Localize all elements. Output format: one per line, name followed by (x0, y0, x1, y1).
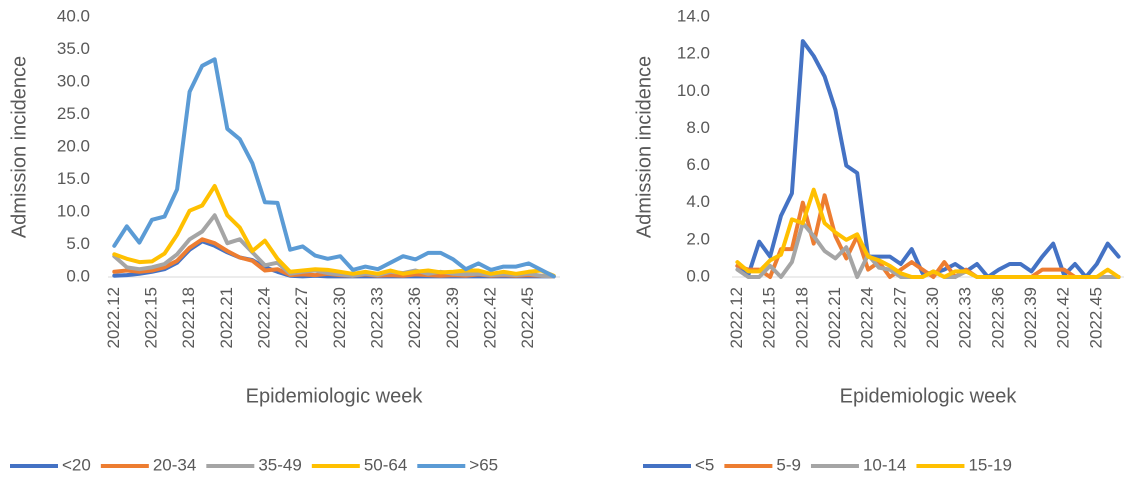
legend-label: 20-34 (153, 455, 196, 474)
legend-label: <5 (695, 455, 714, 474)
x-tick-label: 2022.36 (988, 287, 1007, 348)
series-line (735, 187, 1121, 279)
y-tick-label: 12.0 (677, 44, 710, 63)
legend-label: 15-19 (968, 455, 1011, 474)
x-tick-label: 2022.21 (217, 287, 236, 348)
y-tick-label: 8.0 (686, 118, 710, 137)
x-axis-label: Epidemiologic week (246, 385, 424, 407)
x-tick-label: 2022.24 (254, 287, 273, 348)
y-tick-label: 14.0 (677, 6, 710, 25)
y-tick-label: 20.0 (57, 136, 90, 155)
legend-label: 10-14 (863, 455, 906, 474)
y-tick-label: 0.0 (66, 266, 90, 285)
series-line (112, 57, 556, 279)
x-tick-label: 2022.39 (1021, 287, 1040, 348)
x-tick-label: 2022.36 (405, 287, 424, 348)
legend-label: 50-64 (364, 455, 407, 474)
x-tick-label: 2022.42 (1054, 287, 1073, 348)
y-tick-label: 6.0 (686, 155, 710, 174)
x-tick-label: 2022.12 (104, 287, 123, 348)
x-tick-label: 2022.21 (825, 287, 844, 348)
x-tick-label: 2022.12 (727, 287, 746, 348)
legend-label: <20 (62, 455, 91, 474)
series-line (112, 213, 556, 279)
x-tick-label: 2022.30 (923, 287, 942, 348)
legend-label: 5-9 (776, 455, 801, 474)
y-tick-label: 10.0 (677, 81, 710, 100)
y-tick-label: 15.0 (57, 169, 90, 188)
y-tick-label: 4.0 (686, 192, 710, 211)
series-line (112, 184, 556, 278)
y-tick-label: 35.0 (57, 39, 90, 58)
x-tick-label: 2022.27 (292, 287, 311, 348)
y-tick-label: 5.0 (66, 234, 90, 253)
x-tick-label: 2022.27 (890, 287, 909, 348)
x-tick-label: 2022.42 (480, 287, 499, 348)
y-tick-label: 2.0 (686, 229, 710, 248)
x-tick-label: 2022.24 (858, 287, 877, 348)
x-tick-label: 2022.33 (956, 287, 975, 348)
x-tick-label: 2022.30 (330, 287, 349, 348)
x-tick-label: 2022.18 (179, 287, 198, 348)
y-axis-label: Admission incidence (633, 56, 655, 238)
y-axis-label: Admission incidence (8, 56, 30, 238)
legend-label: >65 (469, 455, 498, 474)
x-tick-label: 2022.15 (760, 287, 779, 348)
x-tick-label: 2022.39 (443, 287, 462, 348)
x-tick-label: 2022.45 (1086, 287, 1105, 348)
x-axis-label: Epidemiologic week (840, 385, 1018, 407)
x-tick-label: 2022.18 (792, 287, 811, 348)
y-tick-label: 10.0 (57, 201, 90, 220)
x-tick-label: 2022.33 (367, 287, 386, 348)
y-tick-label: 40.0 (57, 6, 90, 25)
legend-label: 35-49 (258, 455, 301, 474)
y-tick-label: 0.0 (686, 266, 710, 285)
x-tick-label: 2022.45 (518, 287, 537, 348)
x-tick-label: 2022.15 (141, 287, 160, 348)
y-tick-label: 30.0 (57, 71, 90, 90)
y-tick-label: 25.0 (57, 104, 90, 123)
